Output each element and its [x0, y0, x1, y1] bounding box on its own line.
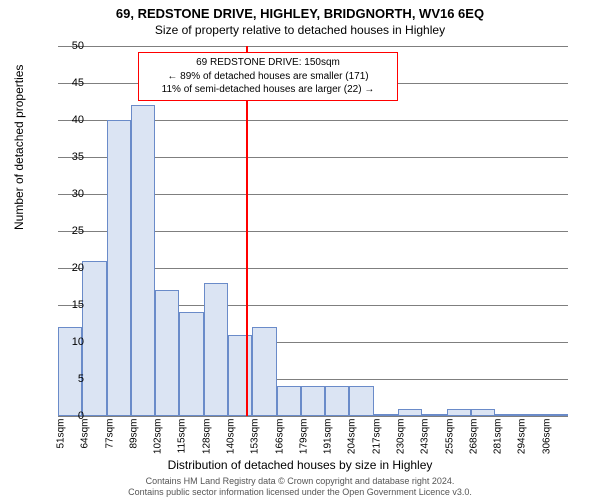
histogram-bar	[277, 386, 301, 416]
xtick-label: 243sqm	[420, 419, 431, 455]
ytick-label: 0	[54, 410, 84, 422]
footer-attribution: Contains HM Land Registry data © Crown c…	[0, 476, 600, 498]
annotation-line2: ← 89% of detached houses are smaller (17…	[145, 70, 391, 84]
xtick-label: 128sqm	[201, 419, 212, 455]
marker-line	[246, 46, 248, 416]
xtick-label: 268sqm	[468, 419, 479, 455]
histogram-bar	[398, 409, 422, 416]
xtick-label: 89sqm	[128, 419, 139, 449]
xtick-label: 64sqm	[80, 419, 91, 449]
xtick-label: 204sqm	[347, 419, 358, 455]
histogram-bar	[544, 414, 568, 416]
ytick-label: 25	[54, 225, 84, 237]
xtick-label: 191sqm	[323, 419, 334, 455]
ytick-label: 40	[54, 114, 84, 126]
histogram-bar	[301, 386, 325, 416]
ytick-label: 30	[54, 188, 84, 200]
xtick-label: 179sqm	[298, 419, 309, 455]
xtick-label: 115sqm	[177, 419, 188, 454]
annotation-box: 69 REDSTONE DRIVE: 150sqm← 89% of detach…	[138, 52, 398, 101]
histogram-bar	[447, 409, 471, 416]
histogram-bar	[252, 327, 276, 416]
annotation-line3: 11% of semi-detached houses are larger (…	[145, 83, 391, 97]
chart-title: 69, REDSTONE DRIVE, HIGHLEY, BRIDGNORTH,…	[0, 0, 600, 21]
plot-area: 51sqm64sqm77sqm89sqm102sqm115sqm128sqm14…	[58, 46, 568, 416]
y-axis-label: Number of detached properties	[12, 65, 26, 230]
histogram-bar	[131, 105, 155, 416]
footer-line2: Contains public sector information licen…	[128, 487, 472, 497]
xtick-label: 51sqm	[56, 419, 67, 449]
histogram-bar	[374, 414, 398, 416]
histogram-bar	[495, 414, 519, 416]
ytick-label: 15	[54, 299, 84, 311]
ytick-label: 50	[54, 40, 84, 52]
histogram-bar	[179, 312, 203, 416]
annotation-line1: 69 REDSTONE DRIVE: 150sqm	[145, 56, 391, 70]
histogram-bar	[349, 386, 373, 416]
histogram-bar	[107, 120, 131, 416]
histogram-bar	[471, 409, 495, 416]
xtick-label: 255sqm	[444, 419, 455, 455]
xtick-label: 217sqm	[371, 419, 382, 455]
xtick-label: 230sqm	[396, 419, 407, 455]
ytick-label: 20	[54, 262, 84, 274]
xtick-label: 281sqm	[493, 419, 504, 455]
xtick-label: 140sqm	[226, 419, 237, 455]
chart-subtitle: Size of property relative to detached ho…	[0, 21, 600, 37]
histogram-bar	[325, 386, 349, 416]
gridline	[58, 416, 568, 417]
histogram-bar	[204, 283, 228, 416]
footer-line1: Contains HM Land Registry data © Crown c…	[146, 476, 455, 486]
histogram-bar	[519, 414, 543, 416]
histogram-bar	[82, 261, 106, 416]
xtick-label: 306sqm	[541, 419, 552, 455]
ytick-label: 10	[54, 336, 84, 348]
xtick-label: 153sqm	[250, 419, 261, 455]
xtick-label: 294sqm	[517, 419, 528, 455]
histogram-bar	[422, 414, 446, 416]
xtick-label: 77sqm	[104, 419, 115, 449]
histogram-bar	[155, 290, 179, 416]
chart-container: 69, REDSTONE DRIVE, HIGHLEY, BRIDGNORTH,…	[0, 0, 600, 500]
ytick-label: 45	[54, 77, 84, 89]
x-axis-label: Distribution of detached houses by size …	[0, 458, 600, 472]
histogram-bar	[228, 335, 252, 416]
xtick-label: 166sqm	[274, 419, 285, 455]
ytick-label: 35	[54, 151, 84, 163]
ytick-label: 5	[54, 373, 84, 385]
gridline	[58, 46, 568, 47]
xtick-label: 102sqm	[153, 419, 164, 455]
